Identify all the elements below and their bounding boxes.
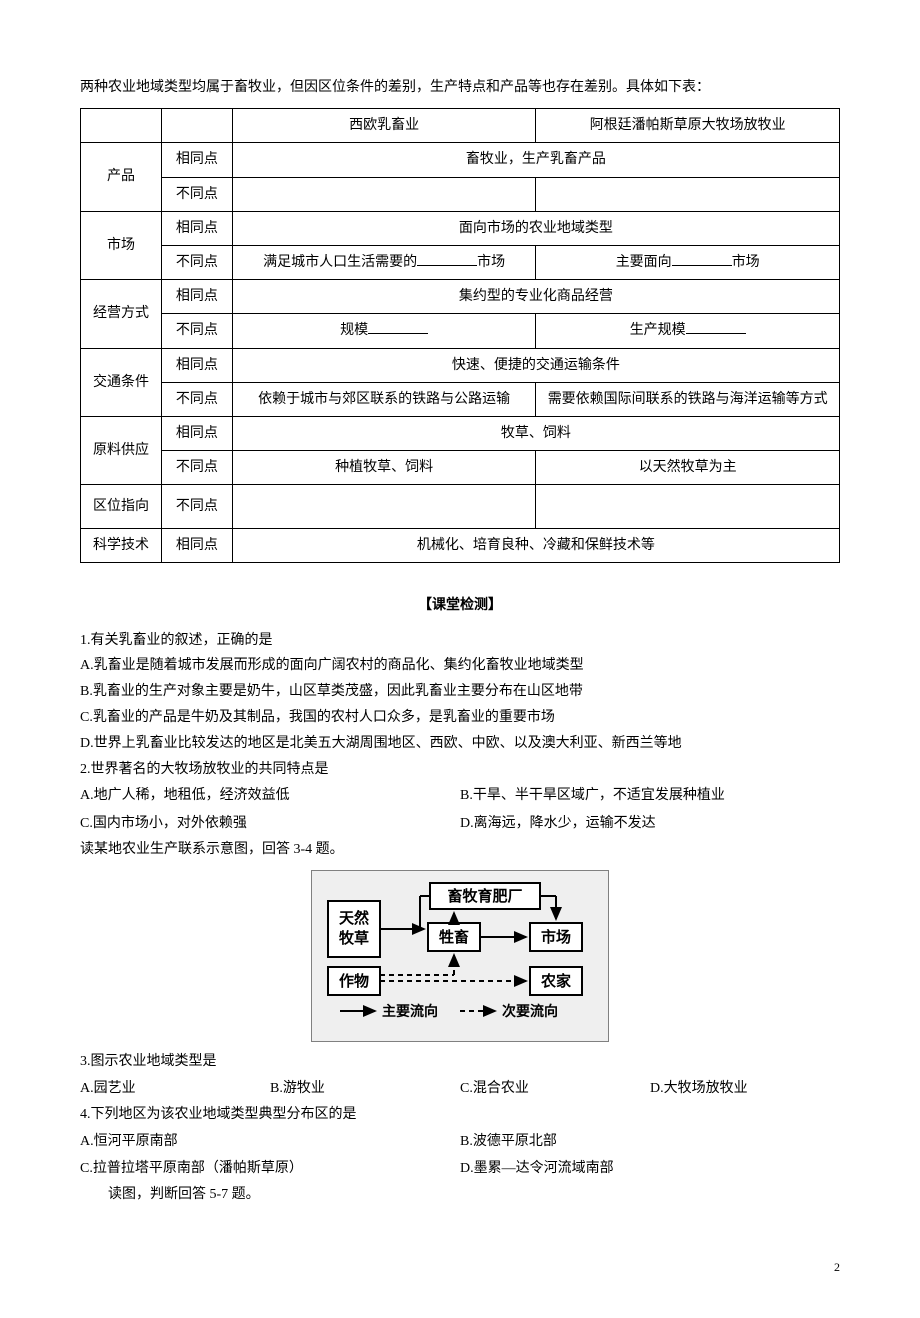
- svg-text:畜牧育肥厂: 畜牧育肥厂: [447, 887, 522, 905]
- q3-stem: 3.图示农业地域类型是: [80, 1050, 840, 1074]
- q3-optD: D.大牧场放牧业: [650, 1076, 840, 1101]
- q1-optC: C.乳畜业的产品是牛奶及其制品，我国的农村人口众多，是乳畜业的重要市场: [80, 706, 840, 730]
- sub-diff: 不同点: [161, 314, 232, 348]
- q1-optD: D.世界上乳畜业比较发达的地区是北美五大湖周围地区、西欧、中欧、以及澳大利亚、新…: [80, 732, 840, 756]
- sub-diff: 不同点: [161, 485, 232, 529]
- agriculture-diagram: 天然 牧草 畜牧育肥厂 牲畜 市场 作物 农家: [311, 870, 609, 1042]
- cat-location: 区位指向: [81, 485, 162, 529]
- operation-diff-right: 生产规模: [536, 314, 840, 348]
- material-diff-right: 以天然牧草为主: [536, 451, 840, 485]
- product-same: 畜牧业，生产乳畜产品: [232, 143, 839, 177]
- svg-text:牧草: 牧草: [339, 929, 369, 947]
- svg-text:牲畜: 牲畜: [439, 928, 469, 946]
- q3-optB: B.游牧业: [270, 1076, 460, 1101]
- tech-same: 机械化、培育良种、冷藏和保鲜技术等: [232, 529, 839, 563]
- cat-transport: 交通条件: [81, 348, 162, 416]
- transport-diff-right: 需要依赖国际间联系的铁路与海洋运输等方式: [536, 382, 840, 416]
- sub-same: 相同点: [161, 416, 232, 450]
- q1-optB: B.乳畜业的生产对象主要是奶牛，山区草类茂盛，因此乳畜业主要分布在山区地带: [80, 680, 840, 704]
- location-diff-left: [232, 485, 536, 529]
- q4-optB: B.波德平原北部: [460, 1129, 840, 1154]
- market-diff-right: 主要面向市场: [536, 245, 840, 279]
- cat-market: 市场: [81, 211, 162, 279]
- sub-diff: 不同点: [161, 177, 232, 211]
- q4-optA: A.恒河平原南部: [80, 1129, 460, 1154]
- q1-optA: A.乳畜业是随着城市发展而形成的面向广阔农村的商品化、集约化畜牧业地域类型: [80, 654, 840, 678]
- table-header-col3: 西欧乳畜业: [232, 109, 536, 143]
- cat-tech: 科学技术: [81, 529, 162, 563]
- svg-text:主要流向: 主要流向: [382, 1003, 438, 1020]
- page-number: 2: [80, 1257, 840, 1279]
- svg-text:市场: 市场: [541, 928, 571, 946]
- table-header-empty2: [161, 109, 232, 143]
- product-diff-left: [232, 177, 536, 211]
- q1-stem: 1.有关乳畜业的叙述，正确的是: [80, 629, 840, 653]
- q4-stem: 4.下列地区为该农业地域类型典型分布区的是: [80, 1103, 840, 1127]
- svg-text:作物: 作物: [339, 972, 369, 990]
- q2-stem: 2.世界著名的大牧场放牧业的共同特点是: [80, 758, 840, 782]
- q2-optA: A.地广人稀，地租低，经济效益低: [80, 783, 460, 808]
- svg-text:天然: 天然: [339, 909, 369, 927]
- q3-optC: C.混合农业: [460, 1076, 650, 1101]
- cat-operation: 经营方式: [81, 280, 162, 348]
- material-diff-left: 种植牧草、饲料: [232, 451, 536, 485]
- svg-text:次要流向: 次要流向: [502, 1003, 558, 1020]
- intro-text: 两种农业地域类型均属于畜牧业，但因区位条件的差别，生产特点和产品等也存在差别。具…: [80, 75, 840, 100]
- market-same: 面向市场的农业地域类型: [232, 211, 839, 245]
- comparison-table: 西欧乳畜业 阿根廷潘帕斯草原大牧场放牧业 产品 相同点 畜牧业，生产乳畜产品 不…: [80, 108, 840, 563]
- q3-optA: A.园艺业: [80, 1076, 270, 1101]
- table-header-col4: 阿根廷潘帕斯草原大牧场放牧业: [536, 109, 840, 143]
- sub-diff: 不同点: [161, 382, 232, 416]
- product-diff-right: [536, 177, 840, 211]
- operation-same: 集约型的专业化商品经营: [232, 280, 839, 314]
- svg-text:农家: 农家: [540, 972, 571, 990]
- sub-same: 相同点: [161, 348, 232, 382]
- material-same: 牧草、饲料: [232, 416, 839, 450]
- transport-same: 快速、便捷的交通运输条件: [232, 348, 839, 382]
- cat-product: 产品: [81, 143, 162, 211]
- market-diff-left: 满足城市人口生活需要的市场: [232, 245, 536, 279]
- sub-diff: 不同点: [161, 245, 232, 279]
- transport-diff-left: 依赖于城市与郊区联系的铁路与公路运输: [232, 382, 536, 416]
- sub-same: 相同点: [161, 529, 232, 563]
- q2-optB: B.干旱、半干旱区域广，不适宜发展种植业: [460, 783, 840, 808]
- diagram-svg: 天然 牧草 畜牧育肥厂 牲畜 市场 作物 农家: [320, 879, 600, 1024]
- q2-optC: C.国内市场小，对外依赖强: [80, 811, 460, 836]
- sub-same: 相同点: [161, 280, 232, 314]
- diagram-container: 天然 牧草 畜牧育肥厂 牲畜 市场 作物 农家: [80, 870, 840, 1042]
- table-header-empty1: [81, 109, 162, 143]
- q2-optD: D.离海远，降水少，运输不发达: [460, 811, 840, 836]
- operation-diff-left: 规模: [232, 314, 536, 348]
- location-diff-right: [536, 485, 840, 529]
- q4-optD: D.墨累—达令河流域南部: [460, 1156, 840, 1181]
- q4-optC: C.拉普拉塔平原南部（潘帕斯草原）: [80, 1156, 460, 1181]
- q57-intro: 读图，判断回答 5-7 题。: [80, 1183, 840, 1207]
- sub-same: 相同点: [161, 211, 232, 245]
- sub-diff: 不同点: [161, 451, 232, 485]
- quiz-header: 【课堂检测】: [80, 593, 840, 618]
- cat-material: 原料供应: [81, 416, 162, 484]
- sub-same: 相同点: [161, 143, 232, 177]
- q34-intro: 读某地农业生产联系示意图，回答 3-4 题。: [80, 838, 840, 862]
